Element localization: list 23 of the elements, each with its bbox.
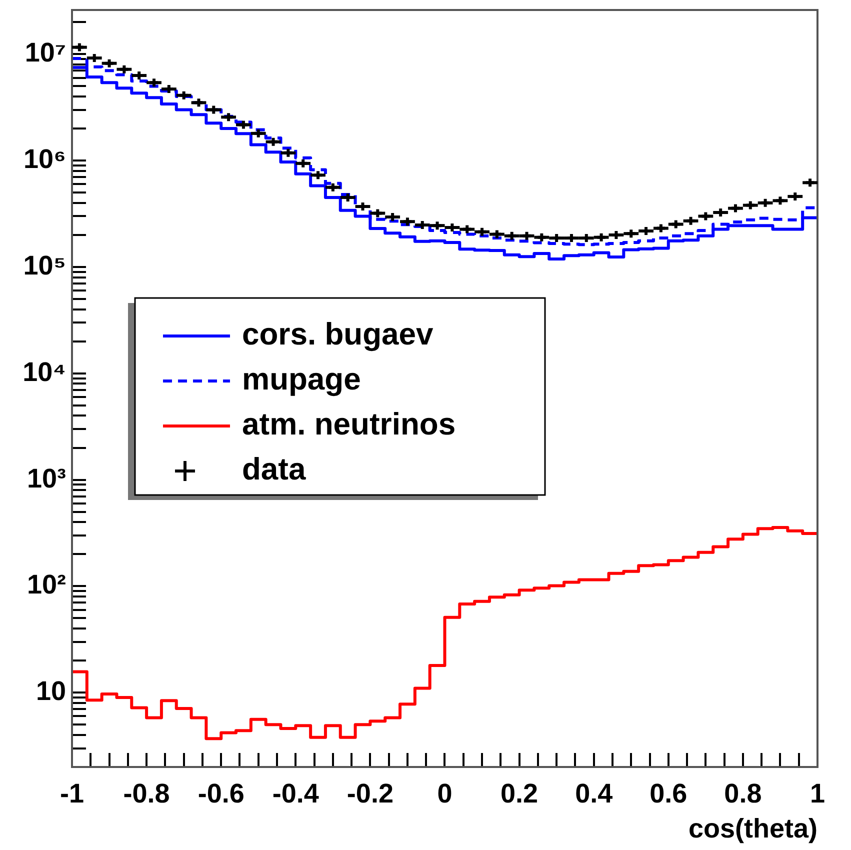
x-tick-label: 0.6 [650, 778, 688, 809]
legend-label: data [242, 452, 306, 487]
x-tick-label: 1 [810, 778, 826, 809]
y-tick-label: 10⁴ [22, 356, 66, 387]
x-tick-label: 0.4 [575, 778, 613, 809]
y-tick-label: 10 [36, 676, 66, 706]
x-tick-label: -1 [60, 778, 84, 809]
legend-label: atm. neutrinos [242, 406, 456, 442]
x-tick-label: 0.8 [724, 778, 762, 809]
legend-label: mupage [242, 362, 361, 397]
y-tick-label: 10⁷ [24, 38, 66, 68]
y-tick-label: 10⁵ [23, 250, 66, 280]
x-tick-label: -0.6 [198, 778, 244, 809]
x-tick-label: -0.4 [272, 778, 319, 809]
x-tick-label: 0.2 [500, 778, 538, 809]
x-tick-label: -0.2 [346, 778, 394, 809]
y-tick-label: 10³ [26, 463, 66, 494]
x-tick-label: 0 [437, 778, 452, 809]
legend-label: cors. bugaev [242, 316, 434, 352]
y-tick-label: 10⁶ [24, 144, 66, 174]
x-axis-title: cos(theta) [688, 813, 818, 844]
x-tick-label: -0.8 [123, 778, 170, 809]
y-tick-label: 10² [26, 570, 66, 600]
